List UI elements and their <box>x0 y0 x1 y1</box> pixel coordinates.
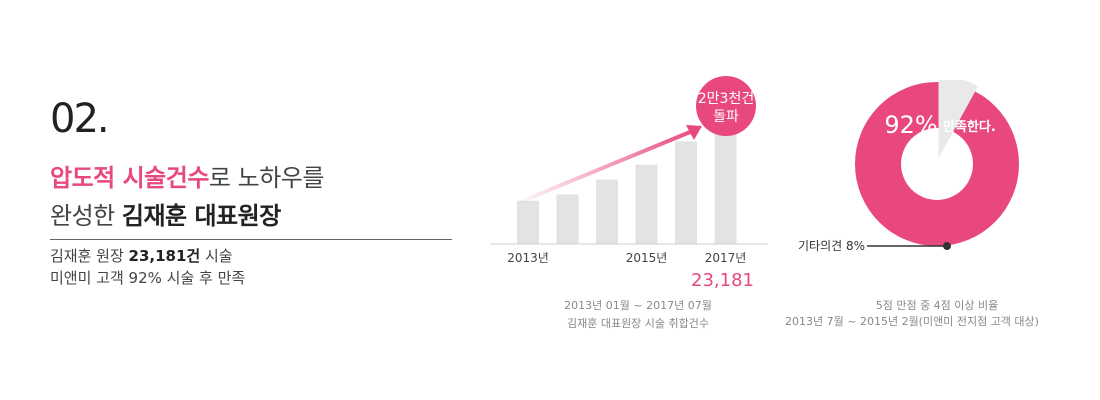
headline-line2-plain: 완성한 <box>50 202 122 230</box>
summary-line1-suffix: 시술 <box>200 247 233 265</box>
donut-note-line1: 5점 만점 중 4점 이상 비율 <box>876 299 999 312</box>
donut-center-value: 92% <box>884 111 937 139</box>
badge-text-line2: 돌파 <box>713 109 739 125</box>
donut-note-line2: 2013년 7월 ~ 2015년 2월(미앤미 전지점 고객 대상) <box>785 315 1039 328</box>
section-number: 02. <box>50 96 110 142</box>
headline-line2: 완성한 김재훈 대표원장 <box>50 196 281 231</box>
bar-note-line1: 2013년 01월 ~ 2017년 07월 <box>564 299 712 312</box>
x-tick-label: 2013년 <box>507 251 549 265</box>
growth-arrow-shaft <box>514 128 696 206</box>
growth-arrow-head <box>686 125 702 140</box>
x-tick-label: 2017년 <box>705 251 747 265</box>
badge-text-line1: 2만3천건 <box>698 91 754 107</box>
headline-highlight: 압도적 시술건수 <box>50 164 209 192</box>
total-value-label: 23,181 <box>691 270 754 291</box>
summary-line2: 미앤미 고객 92% 시술 후 만족 <box>50 269 246 287</box>
bar-1 <box>556 194 579 244</box>
badge-circle <box>696 76 756 136</box>
bar-5 <box>714 105 737 244</box>
bar-2 <box>596 179 618 244</box>
donut-center-text: 만족한다. <box>943 119 996 135</box>
procedure-count-bar-chart: 2013년 2015년 2017년 2만3천건 돌파 23,181 2013년 01… <box>490 76 768 330</box>
divider <box>50 239 452 240</box>
headline-line2-bold: 김재훈 대표원장 <box>121 202 281 230</box>
other-label: 기타의견 8% <box>798 239 865 253</box>
donut-slice-satisfied <box>855 81 1019 247</box>
bar-0 <box>517 200 539 244</box>
x-tick-labels: 2013년 2015년 2017년 <box>507 251 746 265</box>
other-label-dot <box>943 242 951 250</box>
bar-group <box>517 105 737 244</box>
donut-slice-other <box>938 80 978 159</box>
x-tick-label: 2015년 <box>626 251 668 265</box>
satisfaction-donut-chart: 92% 만족한다. 기타의견 8% 5점 만점 중 4점 이상 비율 2013년… <box>785 80 1039 328</box>
bar-note-line2: 김재훈 대표원장 시술 취합건수 <box>567 317 709 330</box>
headline-rest: 로 노하우를 <box>208 164 325 192</box>
headline-line1: 압도적 시술건수로 노하우를 <box>50 158 324 193</box>
bar-3 <box>635 164 658 244</box>
summary-line1: 김재훈 원장 23,181건 시술 <box>50 245 233 266</box>
summary-line1-prefix: 김재훈 원장 <box>50 247 129 265</box>
bar-4 <box>675 141 697 244</box>
summary-line1-value: 23,181건 <box>128 247 201 265</box>
